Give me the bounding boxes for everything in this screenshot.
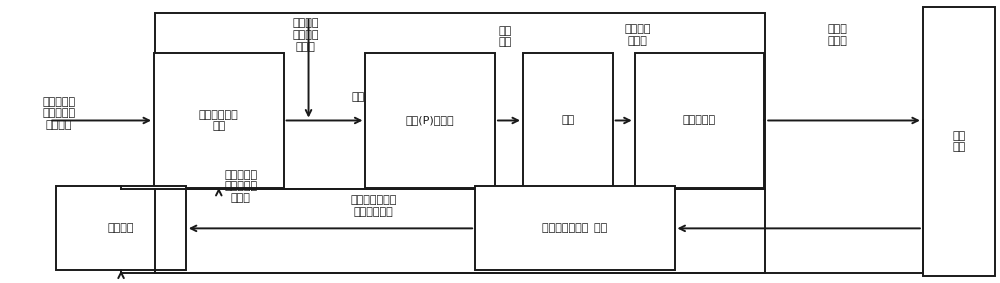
Text: 坐标转换: 坐标转换: [108, 223, 134, 233]
Text: 机器人关
节运动: 机器人关 节运动: [624, 24, 651, 46]
Bar: [154, 53, 284, 188]
Text: 比例(P)控制器: 比例(P)控制器: [406, 115, 455, 125]
Bar: [523, 53, 613, 188]
Text: 误差: 误差: [352, 92, 365, 102]
Text: 相机坐标系下的
人脸当前位姿: 相机坐标系下的 人脸当前位姿: [350, 195, 397, 217]
Bar: [635, 53, 764, 188]
Bar: [56, 186, 186, 270]
Text: 人脸在相机
坐标系下的
理想位姿: 人脸在相机 坐标系下的 理想位姿: [43, 97, 76, 130]
Text: 机器人末
端最优目
标位姿: 机器人末 端最优目 标位姿: [292, 18, 319, 52]
Text: 当前人脸在
基坐标系下
的位姿: 当前人脸在 基坐标系下 的位姿: [224, 170, 257, 203]
Bar: [475, 186, 675, 270]
Bar: [155, 189, 765, 273]
Text: 逆解: 逆解: [561, 115, 574, 125]
Text: 相机
运动: 相机 运动: [498, 26, 512, 47]
Text: 相机和人脸检测 工具: 相机和人脸检测 工具: [542, 223, 607, 233]
Bar: [365, 53, 495, 188]
Bar: [155, 13, 765, 189]
Text: 机器人系统: 机器人系统: [683, 115, 716, 125]
Bar: [923, 7, 995, 276]
Text: 最优目标位姿
算法: 最优目标位姿 算法: [199, 110, 239, 131]
Text: 人机
环境: 人机 环境: [952, 131, 965, 152]
Text: 相机实
际位姿: 相机实 际位姿: [827, 24, 847, 46]
